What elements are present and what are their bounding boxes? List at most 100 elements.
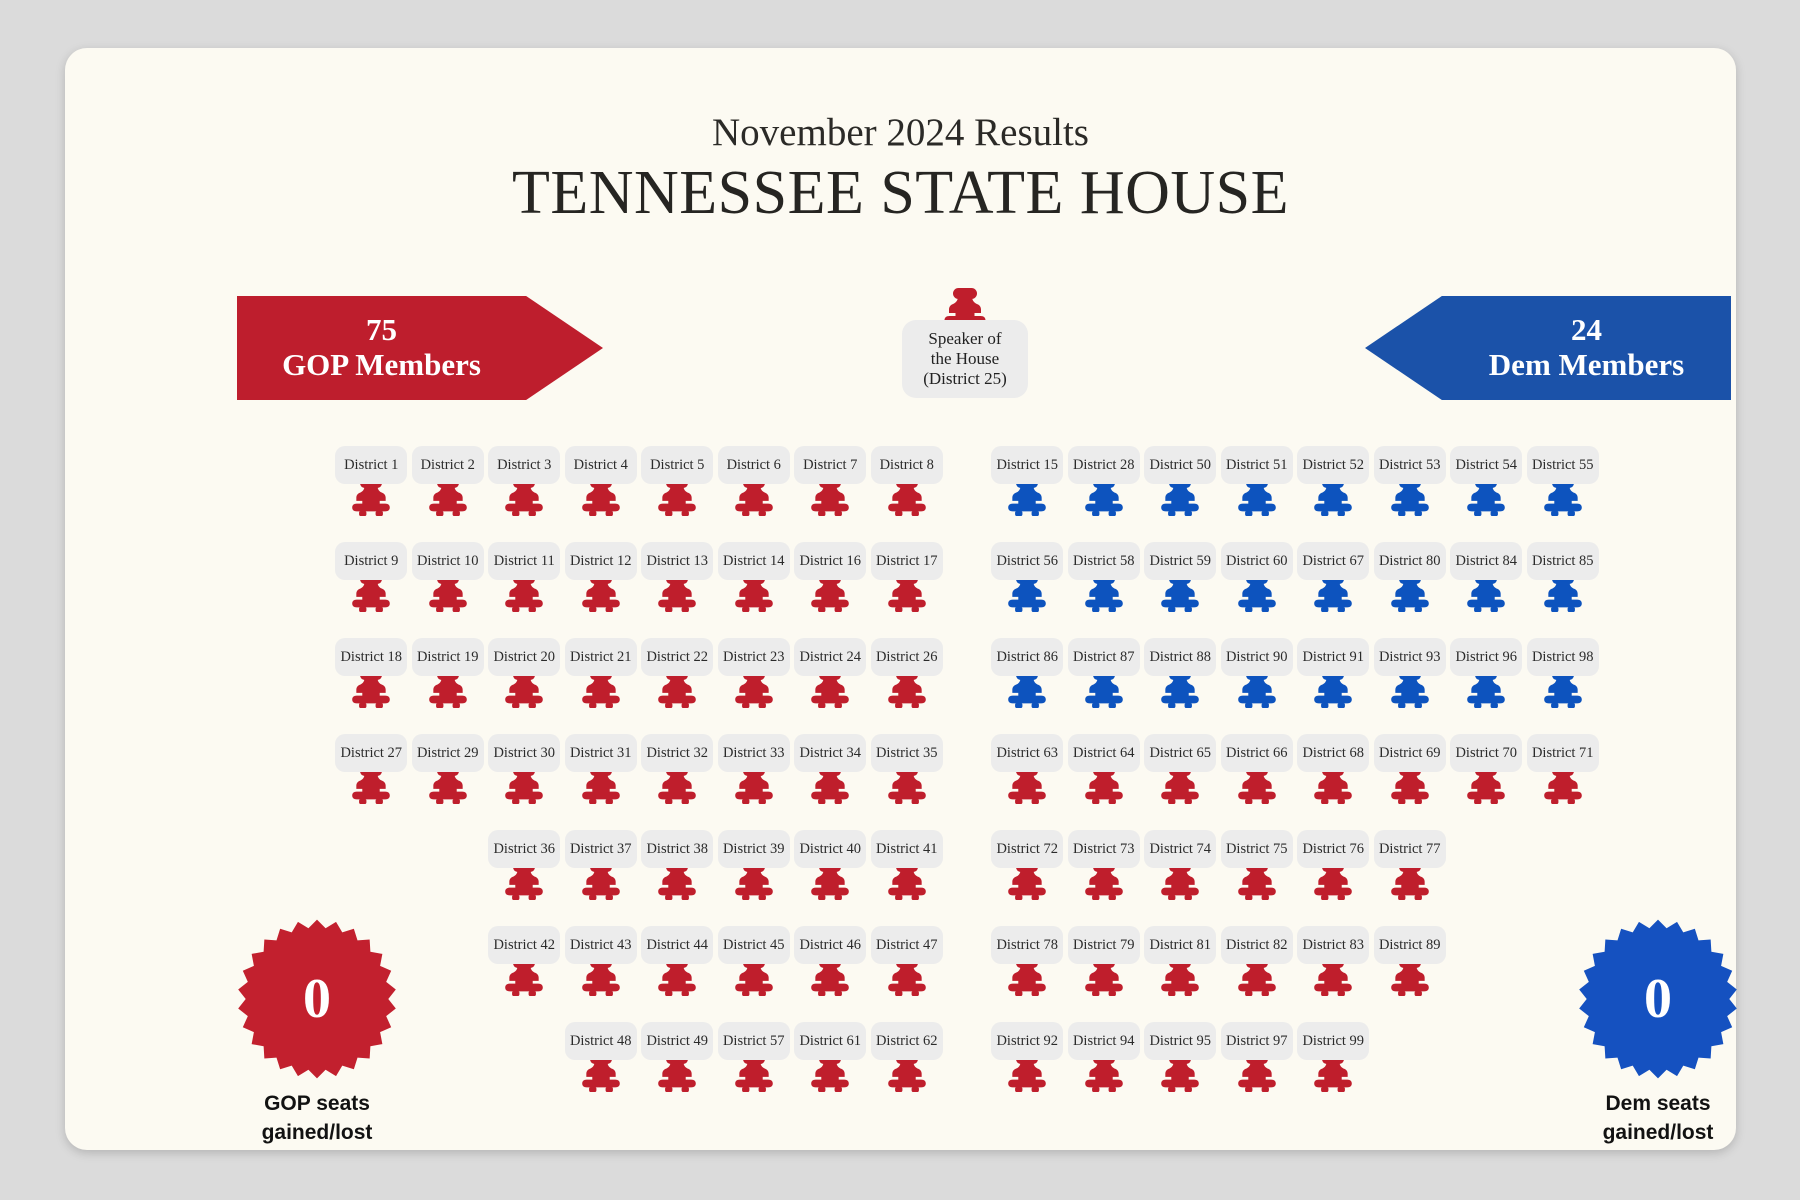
district-label: District 98: [1526, 638, 1599, 676]
district-label: District 15: [991, 446, 1064, 484]
district-label: District 55: [1526, 446, 1599, 484]
district-label: District 90: [1220, 638, 1293, 676]
district-seat: District 41: [869, 830, 946, 926]
district-label: District 58: [1067, 542, 1140, 580]
seat-row: District 86 District 87 District 88 Dist…: [989, 638, 1601, 734]
district-seat: District 36: [486, 830, 563, 926]
seat-row: District 27 District 29 District 30 Dist…: [333, 734, 945, 830]
district-seat: District 71: [1525, 734, 1602, 830]
district-seat: District 77: [1372, 830, 1449, 926]
district-label: District 31: [564, 734, 637, 772]
gop-chair-icon: [352, 478, 391, 517]
district-label: District 11: [488, 542, 561, 580]
dem-gop-seat-block: District 15 District 28 District 50 Dist…: [989, 446, 1601, 1118]
district-seat: District 85: [1525, 542, 1602, 638]
dem-seats-change-value: 0: [1644, 968, 1672, 1030]
district-seat: District 34: [792, 734, 869, 830]
speaker-label-line1: Speaker of: [928, 329, 1002, 348]
seat-row: District 72 District 73 District 74 Dist…: [989, 830, 1601, 926]
district-label: District 39: [717, 830, 790, 868]
district-seat: District 58: [1066, 542, 1143, 638]
speaker-label-line3: (District 25): [923, 369, 1007, 389]
district-label: District 43: [564, 926, 637, 964]
content-card: November 2024 Results TENNESSEE STATE HO…: [65, 48, 1737, 1150]
district-seat: District 69: [1372, 734, 1449, 830]
district-seat: District 60: [1219, 542, 1296, 638]
district-seat: District 9: [333, 542, 410, 638]
district-seat: District 68: [1295, 734, 1372, 830]
district-seat: District 42: [486, 926, 563, 1022]
district-label: District 52: [1297, 446, 1370, 484]
district-label: District 40: [794, 830, 867, 868]
district-seat: District 40: [792, 830, 869, 926]
district-label: District 91: [1297, 638, 1370, 676]
district-label: District 93: [1373, 638, 1446, 676]
district-label: District 24: [794, 638, 867, 676]
district-seat: District 48: [563, 1022, 640, 1118]
district-label: District 48: [564, 1022, 637, 1060]
district-seat: District 4: [563, 446, 640, 542]
district-seat: District 29: [410, 734, 487, 830]
district-seat: District 95: [1142, 1022, 1219, 1118]
district-label: District 95: [1144, 1022, 1217, 1060]
starburst-seal-icon: [238, 919, 396, 1079]
district-label: District 37: [564, 830, 637, 868]
district-seat: District 47: [869, 926, 946, 1022]
results-subtitle: November 2024 Results: [712, 111, 1089, 154]
district-label: District 22: [641, 638, 714, 676]
district-label: District 3: [488, 446, 561, 484]
gop-seats-badge: 0 GOP seats gained/lost: [236, 918, 398, 1148]
district-seat: District 46: [792, 926, 869, 1022]
district-label: District 67: [1297, 542, 1370, 580]
district-seat: District 1: [333, 446, 410, 542]
district-label: District 33: [717, 734, 790, 772]
district-label: District 21: [564, 638, 637, 676]
seat-row: District 48 District 49 District 57 Dist…: [333, 1022, 945, 1118]
district-label: District 88: [1144, 638, 1217, 676]
seat-row: District 1 District 2 District 3 Distric…: [333, 446, 945, 542]
district-label: District 50: [1144, 446, 1217, 484]
seat-row: District 36 District 37 District 38 Dist…: [333, 830, 945, 926]
district-label: District 42: [488, 926, 561, 964]
gop-seats-caption: GOP seats gained/lost: [261, 1092, 373, 1144]
district-seat: District 5: [639, 446, 716, 542]
district-label: District 86: [991, 638, 1064, 676]
district-label: District 68: [1297, 734, 1370, 772]
district-seat: District 31: [563, 734, 640, 830]
district-label: District 60: [1220, 542, 1293, 580]
district-label: District 77: [1373, 830, 1446, 868]
seat-row: District 92 District 94 District 95 Dist…: [989, 1022, 1601, 1118]
district-seat: District 14: [716, 542, 793, 638]
district-label: District 7: [794, 446, 867, 484]
district-label: District 34: [794, 734, 867, 772]
district-label: District 75: [1220, 830, 1293, 868]
district-seat: District 7: [792, 446, 869, 542]
seat-row: District 15 District 28 District 50 Dist…: [989, 446, 1601, 542]
district-label: District 4: [564, 446, 637, 484]
seat-row: District 56 District 58 District 59 Dist…: [989, 542, 1601, 638]
district-seat: District 82: [1219, 926, 1296, 1022]
seat-row: District 63 District 64 District 65 Dist…: [989, 734, 1601, 830]
district-seat: District 50: [1142, 446, 1219, 542]
dem-member-count: 24: [1571, 312, 1602, 348]
district-label: District 73: [1067, 830, 1140, 868]
district-seat: District 28: [1066, 446, 1143, 542]
district-seat: District 11: [486, 542, 563, 638]
gop-seats-change-value: 0: [303, 968, 331, 1030]
district-label: District 28: [1067, 446, 1140, 484]
district-label: District 46: [794, 926, 867, 964]
district-label: District 51: [1220, 446, 1293, 484]
dem-members-banner: 24 Dem Members: [1365, 296, 1731, 400]
district-label: District 53: [1373, 446, 1446, 484]
district-seat: District 76: [1295, 830, 1372, 926]
gop-member-label: GOP Members: [282, 347, 481, 382]
district-label: District 14: [717, 542, 790, 580]
district-label: District 69: [1373, 734, 1446, 772]
district-label: District 41: [870, 830, 943, 868]
district-seat: District 92: [989, 1022, 1066, 1118]
gop-seat-block: District 1 District 2 District 3 Distric…: [333, 446, 945, 1118]
district-label: District 19: [411, 638, 484, 676]
district-seat: District 49: [639, 1022, 716, 1118]
district-seat: District 98: [1525, 638, 1602, 734]
